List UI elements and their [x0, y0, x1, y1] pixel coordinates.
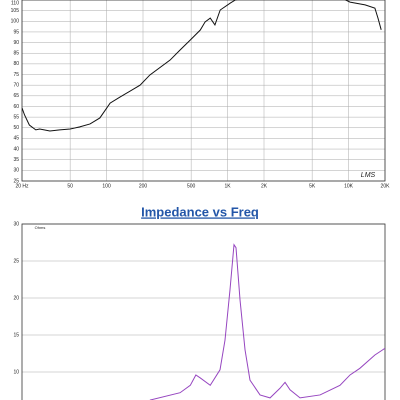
x-tick-label: 10K [344, 183, 354, 189]
y-tick-label: 45 [13, 136, 19, 142]
y-tick-label: 75 [13, 72, 19, 78]
y-tick-label: 90 [13, 40, 19, 46]
x-tick-label: 20K [381, 183, 391, 189]
y-tick-label: 65 [13, 93, 19, 99]
y-tick-label: 110 [11, 0, 19, 6]
plot-frame [21, 223, 386, 400]
y-tick-label: 55 [13, 114, 19, 120]
y-axis-label: Ohms [35, 225, 46, 230]
y-tick-label: 80 [13, 61, 19, 67]
x-tick-label: 100 [102, 183, 111, 189]
y-tick-label: 35 [13, 157, 19, 163]
y-tick-label: 100 [11, 19, 20, 25]
annotation: LMS [361, 172, 376, 179]
x-tick-label: 5K [309, 183, 316, 189]
x-tick-label: 20 Hz [15, 183, 29, 189]
y-tick-label: 30 [13, 168, 19, 174]
x-tick-label: 500 [187, 183, 196, 189]
y-tick-label: 10 [13, 369, 19, 375]
plot-frame [21, 0, 386, 182]
y-tick-label: 20 [13, 295, 19, 301]
plot-area [149, 243, 385, 400]
chart-title: Impedance vs Freq [141, 204, 259, 219]
data-line [22, 0, 382, 132]
x-tick-label: 50 [67, 183, 73, 189]
y-tick-label: 70 [13, 83, 19, 89]
y-tick-label: 15 [13, 332, 19, 338]
y-tick-label: 95 [13, 29, 19, 35]
plot-area [22, 0, 382, 132]
y-tick-label: 85 [13, 51, 19, 57]
y-tick-label: 105 [11, 8, 20, 14]
y-tick-label: 60 [13, 104, 19, 110]
y-tick-label: 25 [13, 178, 19, 184]
y-tick-label: 30 [13, 221, 19, 227]
y-tick-label: 40 [13, 146, 19, 152]
x-tick-label: 1K [225, 183, 232, 189]
x-tick-label: 2K [261, 183, 268, 189]
data-line [149, 243, 385, 400]
x-tick-label: 200 [139, 183, 148, 189]
y-tick-label: 50 [13, 125, 19, 131]
y-tick-label: 25 [13, 258, 19, 264]
